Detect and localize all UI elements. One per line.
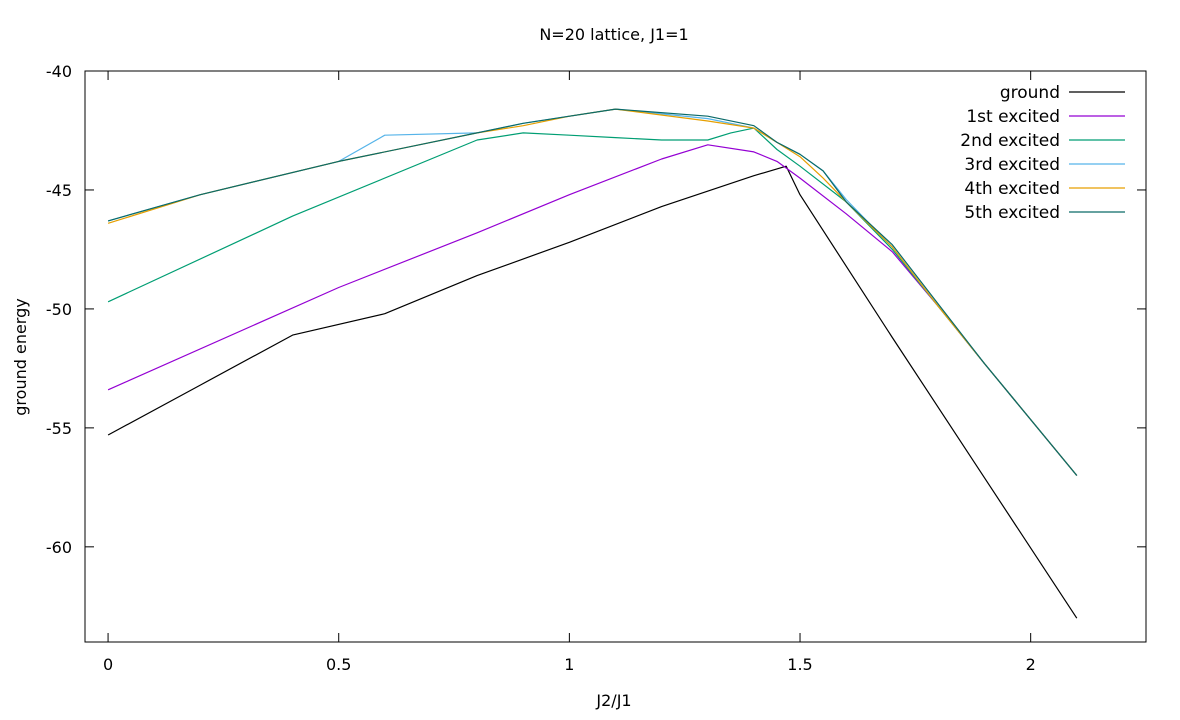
legend-label: 3rd excited (964, 155, 1060, 175)
plot-lines (107, 108, 1078, 619)
legend-label: 4th excited (964, 179, 1060, 199)
x-tick-label: 2 (1026, 655, 1036, 674)
series-line-1 (107, 165, 1078, 619)
y-tick-label: -60 (46, 538, 72, 557)
x-tick-label: 1 (564, 655, 574, 674)
x-tick-label: 0 (103, 655, 113, 674)
x-tick-label: 1.5 (787, 655, 812, 674)
chart-title: N=20 lattice, J1=1 (539, 25, 688, 44)
y-tick-label: -40 (46, 62, 72, 81)
x-tick-label: 0.5 (326, 655, 351, 674)
y-tick-label: -55 (46, 419, 72, 438)
y-tick-label: -50 (46, 300, 72, 319)
plot-frame (84, 70, 1147, 643)
series-line-6 (107, 108, 1078, 476)
legend-label: 2nd excited (960, 131, 1060, 151)
legend-label: ground (1000, 83, 1060, 103)
legend: ground 1st excited 2nd excited 3rd excited 4… (960, 83, 1125, 223)
y-tick-label: -45 (46, 181, 72, 200)
x-axis-label: J2/J1 (595, 691, 631, 710)
y-axis-label: ground energy (11, 298, 30, 415)
legend-label: 1st excited (966, 107, 1060, 127)
axis-ticks: 0 0.5 1 1.5 2 -40 -45 -50 -55 -60 (46, 62, 1146, 674)
series-line-3 (107, 127, 1078, 476)
legend-label: 5th excited (964, 203, 1060, 223)
